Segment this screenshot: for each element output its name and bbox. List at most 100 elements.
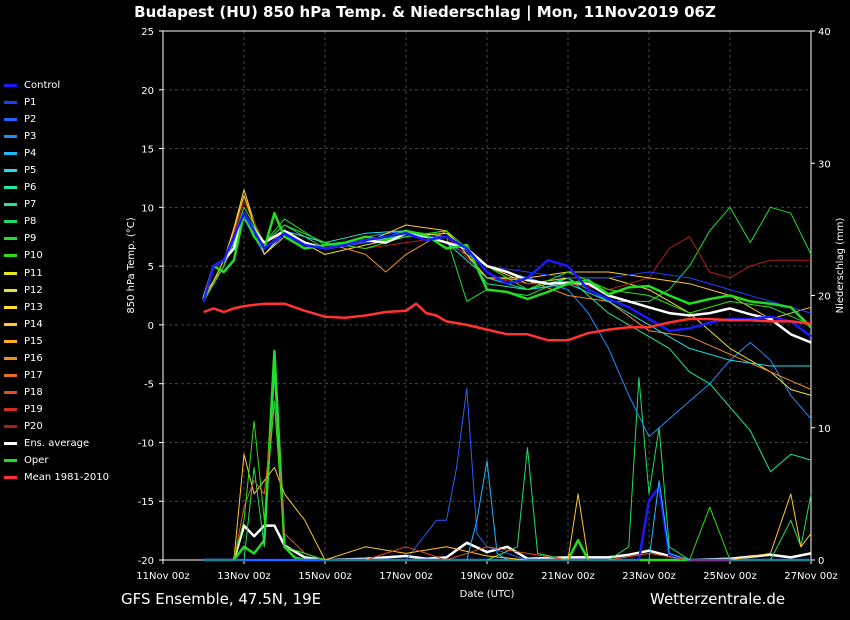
series-line-mean-1981-2010 [203,302,812,342]
legend-swatch [4,271,17,275]
legend-swatch [4,118,17,122]
legend-item: P20 [4,418,109,435]
y-tick-label: 0 [148,321,154,332]
legend-item: P1 [4,94,109,111]
legend-label: P20 [24,420,43,432]
legend-label: P14 [24,318,43,330]
chart-legend: Control P1 P2 P3 P4 P5 P6 P7 P8 P9 P10 P11 P12 P13 P14… [4,77,109,486]
precip-line-p18-precip [203,400,811,561]
legend-swatch [4,84,17,88]
series-line-p14 [203,195,812,320]
legend-label: P10 [24,250,43,262]
legend-label: P17 [24,369,43,381]
legend-item: P7 [4,196,109,213]
legend-item: P4 [4,145,109,162]
y2-tick-label: 40 [818,27,831,38]
y-tick-label: 15 [141,145,154,156]
x-tick-label: 27Nov 00z [784,571,837,582]
legend-item: P10 [4,247,109,264]
legend-item: P5 [4,162,109,179]
legend-swatch [4,186,17,190]
legend-swatch [4,373,17,377]
legend-label: Oper [24,455,49,467]
legend-item: P8 [4,213,109,230]
legend-swatch [4,169,17,173]
legend-swatch [4,424,17,428]
legend-item: P3 [4,128,109,145]
y-tick-label: -15 [138,497,154,508]
x-tick-label: 11Nov 00z [136,571,189,582]
legend-label: P5 [24,165,37,177]
legend-swatch [4,237,17,241]
y-axis-label: 850 hPa Temp. (°C) [126,217,137,313]
legend-item: P6 [4,179,109,196]
legend-label: P13 [24,301,43,313]
x-tick-label: 15Nov 00z [298,571,351,582]
legend-swatch [4,442,17,445]
y-tick-label: 20 [141,86,154,97]
series-line-p7 [203,212,812,473]
legend-item: P19 [4,401,109,418]
legend-label: P8 [24,216,37,228]
y2-tick-label: 30 [818,159,831,170]
legend-label: Mean 1981-2010 [24,472,109,484]
model-info: GFS Ensemble, 47.5N, 19E [121,590,322,608]
y2-tick-label: 20 [818,292,831,303]
legend-item: P17 [4,367,109,384]
legend-item: P15 [4,333,109,350]
legend-item: P2 [4,111,109,128]
legend-item: P9 [4,230,109,247]
precip-line-p14-precip [203,453,812,561]
precip-line-p10-precip [203,400,811,561]
legend-swatch [4,356,17,360]
legend-item: P11 [4,265,109,282]
y2-axis-label: Niederschlag (mm) [835,218,846,314]
legend-swatch [4,152,17,156]
legend-label: P2 [24,114,37,126]
legend-swatch [4,322,17,326]
precip-line-control-precip [203,486,811,562]
y-tick-label: -5 [144,380,154,391]
legend-swatch [4,101,17,105]
x-tick-label: 23Nov 00z [622,571,675,582]
precip-line-p4-precip [203,460,811,561]
y2-tick-label: 0 [818,556,824,567]
legend-label: P7 [24,199,37,211]
legend-label: Control [24,80,61,92]
legend-swatch [4,459,17,463]
legend-label: P3 [24,131,37,143]
legend-item: Control [4,77,109,94]
legend-label: P11 [24,267,43,279]
y-tick-label: -20 [138,556,154,567]
legend-item: Ens. average [4,435,109,452]
x-tick-label: 19Nov 00z [460,571,513,582]
legend-swatch [4,305,17,309]
legend-swatch [4,390,17,394]
legend-label: P6 [24,182,37,194]
series-line-p3 [203,218,812,438]
legend-swatch [4,407,17,411]
x-tick-label: 21Nov 00z [541,571,594,582]
legend-swatch [4,254,17,258]
legend-label: P16 [24,352,43,364]
legend-label: P18 [24,386,43,398]
x-axis-label: Date (UTC) [460,589,515,600]
legend-label: P4 [24,148,37,160]
x-tick-label: 13Nov 00z [217,571,270,582]
x-tick-label: 25Nov 00z [703,571,756,582]
legend-label: P9 [24,233,37,245]
series-line-p9 [203,206,812,302]
precip-line-oper-precip [203,349,811,562]
legend-item: P13 [4,299,109,316]
y2-tick-label: 10 [818,424,831,435]
legend-label: P1 [24,97,37,109]
chart-title: Budapest (HU) 850 hPa Temp. & Niederschl… [134,3,716,21]
y-tick-label: 25 [141,27,154,38]
legend-swatch [4,135,17,139]
legend-label: P15 [24,335,43,347]
legend-swatch [4,288,17,292]
legend-item: Oper [4,452,109,469]
series-line-control [202,211,812,338]
legend-item: P16 [4,350,109,367]
